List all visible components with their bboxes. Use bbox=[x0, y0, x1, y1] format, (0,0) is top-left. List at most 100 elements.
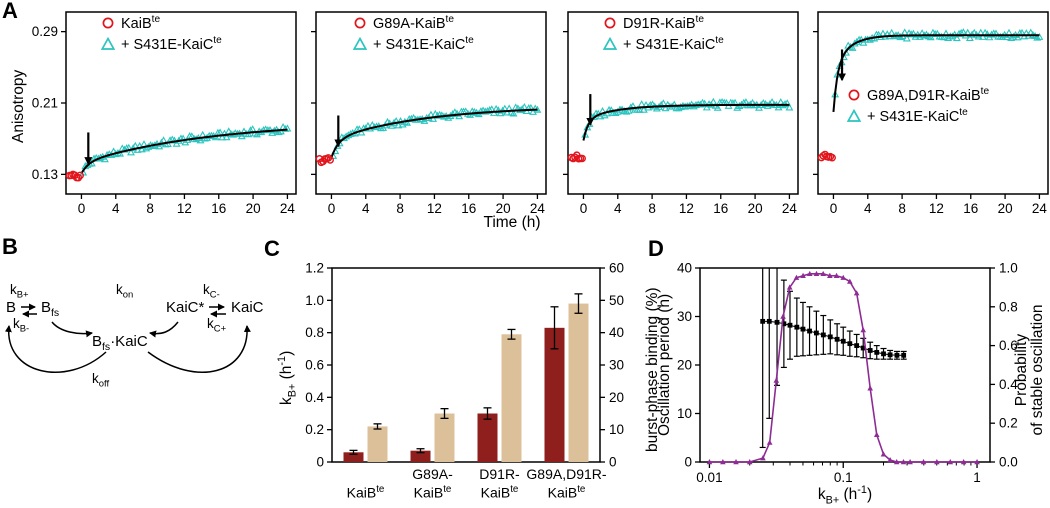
axes bbox=[813, 11, 1049, 199]
rate-k-on: kon bbox=[116, 282, 134, 301]
tick-label: 30 bbox=[677, 309, 692, 324]
legend-label: G89A-KaiBte bbox=[373, 13, 454, 32]
fit-curve bbox=[582, 103, 790, 141]
bar-group-label: G89A- KaiBte bbox=[412, 466, 453, 501]
tick-label: 10 bbox=[609, 422, 624, 437]
panel-c-bar-chart: 0 0.2 0.4 0.6 0.8 1.0 1.2 0 10 20 30 40 50 60 bbox=[305, 261, 624, 470]
legend-label: D91R-KaiBte bbox=[623, 13, 704, 32]
tick-label: 0 bbox=[609, 455, 617, 470]
anisotropy-plot-d91r: 0 4 8 12 16 20 24 bbox=[563, 11, 799, 216]
tick-label: 60 bbox=[609, 261, 624, 276]
tick-label: 24 bbox=[280, 201, 296, 216]
legend-entry: G89A-KaiBte bbox=[352, 12, 474, 33]
tick-label: 20 bbox=[246, 201, 261, 216]
tick-label: 0.4 bbox=[305, 390, 324, 405]
tick-label: 20 bbox=[998, 201, 1013, 216]
triangle-marker-icon bbox=[352, 36, 368, 50]
kaib-alone-scatter bbox=[65, 170, 84, 182]
legend-kaib: KaiBte + S431E-KaiCte bbox=[100, 12, 222, 54]
tick-label: 16 bbox=[461, 201, 476, 216]
tick-label: 8 bbox=[648, 201, 656, 216]
tick-label: 0.6 bbox=[305, 358, 324, 373]
triangle-marker-icon bbox=[846, 108, 862, 122]
rate-k-off: koff bbox=[92, 371, 110, 390]
legend-entry: KaiBte bbox=[100, 12, 222, 33]
tick-label: 20 bbox=[496, 201, 511, 216]
kbplus-bars bbox=[343, 306, 565, 462]
panel-c-left-axis-label: kB+ (h-1) bbox=[276, 350, 299, 405]
tick-label: 16 bbox=[211, 201, 226, 216]
rate-kb-plus: kB+ bbox=[10, 282, 29, 301]
panel-d-right-axis-label: Probability of stable oscillation bbox=[1013, 295, 1046, 445]
tick-label: 24 bbox=[1032, 201, 1048, 216]
legend-entry: + S431E-KaiCte bbox=[352, 33, 474, 54]
axes bbox=[563, 11, 799, 199]
circle-marker-icon bbox=[354, 17, 366, 28]
legend-label: + S431E-KaiCte bbox=[121, 34, 222, 53]
tick-label: 0.13 bbox=[32, 167, 58, 182]
tick-label: 20 bbox=[748, 201, 763, 216]
legend-d91r: D91R-KaiBte + S431E-KaiCte bbox=[602, 12, 724, 54]
circle-marker-icon bbox=[848, 89, 860, 100]
tick-label: 1.2 bbox=[305, 261, 324, 276]
panel-label-a: A bbox=[2, 0, 18, 23]
rate-kc-plus: kC+ bbox=[207, 316, 227, 335]
tick-label: 30 bbox=[609, 358, 624, 373]
tick-label: 12 bbox=[929, 201, 944, 216]
legend-entry: + S431E-KaiCte bbox=[100, 33, 222, 54]
tick-label: 0 bbox=[78, 201, 86, 216]
kaib-alone-scatter bbox=[817, 150, 836, 162]
triangle-marker-icon bbox=[100, 36, 116, 50]
arrow-kaicstar-to-complex bbox=[149, 321, 179, 338]
tick-label: 0.8 bbox=[305, 325, 324, 340]
rate-kc-minus: kC- bbox=[203, 282, 220, 301]
tick-label: 8 bbox=[396, 201, 404, 216]
arrow-complex-to-b-koff bbox=[4, 325, 107, 374]
species-bfs: Bfs bbox=[41, 299, 60, 320]
axes bbox=[311, 11, 547, 199]
tick-label: 0 bbox=[830, 201, 838, 216]
tick-label: 24 bbox=[530, 201, 546, 216]
tick-label: 0 bbox=[316, 455, 324, 470]
panel-label-c: C bbox=[264, 236, 280, 261]
circle-marker-icon bbox=[604, 17, 616, 28]
species-bfs-kaic-complex: Bfs·KaiC bbox=[92, 333, 148, 354]
tick-label: 24 bbox=[782, 201, 798, 216]
axes bbox=[61, 11, 297, 199]
bar-group-label: KaiBte bbox=[346, 484, 385, 501]
tick-label: 4 bbox=[112, 201, 120, 216]
tick-label: 0.2 bbox=[305, 422, 324, 437]
legend-g89a-d91r: G89A,D91R-KaiBte + S431E-KaiCte bbox=[846, 84, 989, 126]
legend-entry: D91R-KaiBte bbox=[602, 12, 724, 33]
tick-label: 12 bbox=[679, 201, 694, 216]
kaib-alone-scatter bbox=[567, 151, 586, 163]
legend-label: + S431E-KaiCte bbox=[373, 34, 474, 53]
tick-label: 4 bbox=[864, 201, 872, 216]
legend-label: KaiBte bbox=[121, 13, 161, 32]
species-b: B bbox=[6, 299, 17, 316]
kaib-alone-scatter bbox=[315, 154, 334, 167]
legend-label: + S431E-KaiCte bbox=[623, 34, 724, 53]
tick-label: 1.0 bbox=[999, 261, 1018, 276]
tick-label: 16 bbox=[713, 201, 728, 216]
tick-label: 8 bbox=[146, 201, 154, 216]
panel-label-b: B bbox=[2, 234, 18, 259]
tick-label: 40 bbox=[609, 325, 624, 340]
anisotropy-plot-kaib: 0 4 8 12 16 20 24 0.13 0.21 0.29 bbox=[32, 11, 297, 216]
fit-curve bbox=[832, 34, 1040, 113]
tick-label: 10 bbox=[677, 406, 692, 421]
rate-kb-minus: kB- bbox=[13, 316, 30, 335]
triangle-marker-icon bbox=[602, 36, 618, 50]
tick-label: 8 bbox=[898, 201, 906, 216]
oscillation-period-series bbox=[759, 268, 907, 449]
panel-a-x-axis-label: Time (h) bbox=[483, 214, 541, 231]
tick-label: 0.29 bbox=[32, 24, 58, 39]
legend-entry: + S431E-KaiCte bbox=[846, 105, 989, 126]
circle-marker-icon bbox=[102, 17, 114, 28]
legend-entry: + S431E-KaiCte bbox=[602, 33, 724, 54]
anisotropy-plot-g89a-d91r: 0 4 8 12 16 20 24 bbox=[813, 11, 1049, 216]
stable-oscillation-probability-series bbox=[706, 270, 980, 465]
tick-label: 1 bbox=[973, 470, 981, 485]
species-kaic: KaiC bbox=[231, 299, 264, 316]
